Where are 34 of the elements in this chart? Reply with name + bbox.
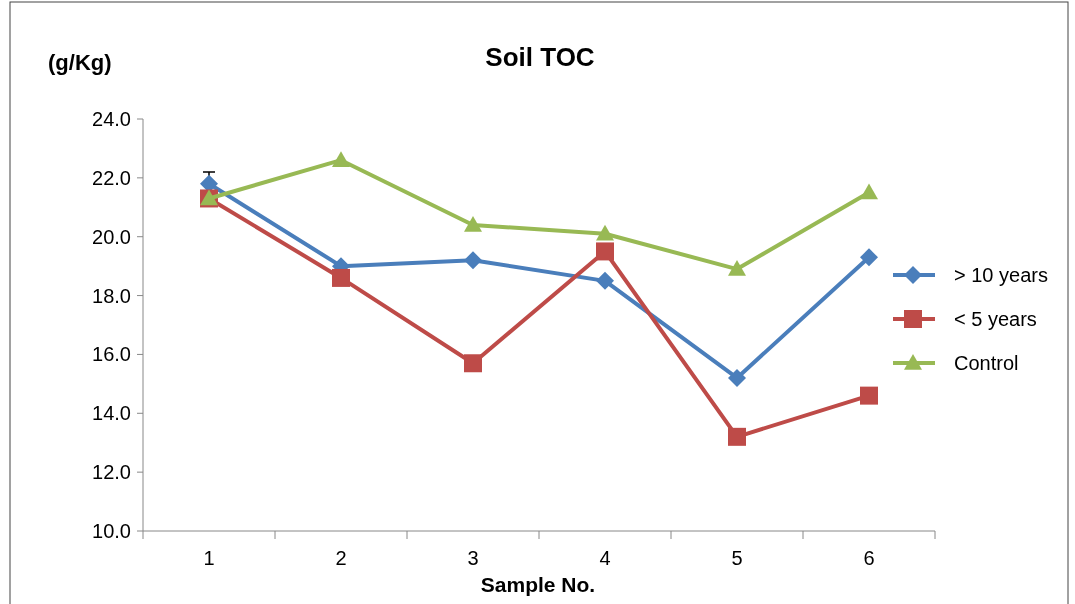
y-tick-label: 16.0 (92, 343, 131, 366)
x-tick-label: 6 (863, 547, 875, 569)
x-tick-label: 1 (203, 547, 215, 569)
point (860, 183, 878, 200)
y-tick-label: 22.0 (92, 166, 131, 189)
chart-title: Soil TOC (485, 42, 595, 72)
y-tick-label: 24.0 (92, 108, 131, 130)
point (464, 215, 482, 232)
y-tick-label: 12.0 (92, 461, 131, 484)
y-axis-title: (g/Kg) (48, 50, 112, 75)
point (596, 271, 614, 290)
legend-label: > 10 years (954, 264, 1048, 286)
point (596, 224, 614, 241)
x-tick-label: 3 (467, 547, 479, 569)
point (728, 427, 746, 446)
point (464, 354, 482, 373)
point (728, 368, 746, 387)
point (464, 251, 482, 270)
x-tick-label: 2 (335, 547, 347, 569)
legend-label: Control (954, 352, 1019, 374)
point (332, 151, 350, 167)
point (860, 248, 878, 267)
y-tick-label: 14.0 (92, 402, 131, 425)
point (596, 242, 614, 261)
x-tick-label: 4 (599, 547, 611, 569)
y-tick-label: 18.0 (92, 284, 131, 307)
x-tick-label: 5 (731, 547, 743, 569)
legend-label: < 5 years (954, 308, 1037, 330)
y-tick-label: 10.0 (92, 520, 131, 542)
point (728, 260, 746, 276)
x-axis-title: Sample No. (480, 573, 596, 596)
point (332, 268, 350, 287)
point (860, 386, 878, 405)
y-tick-label: 20.0 (92, 225, 131, 248)
